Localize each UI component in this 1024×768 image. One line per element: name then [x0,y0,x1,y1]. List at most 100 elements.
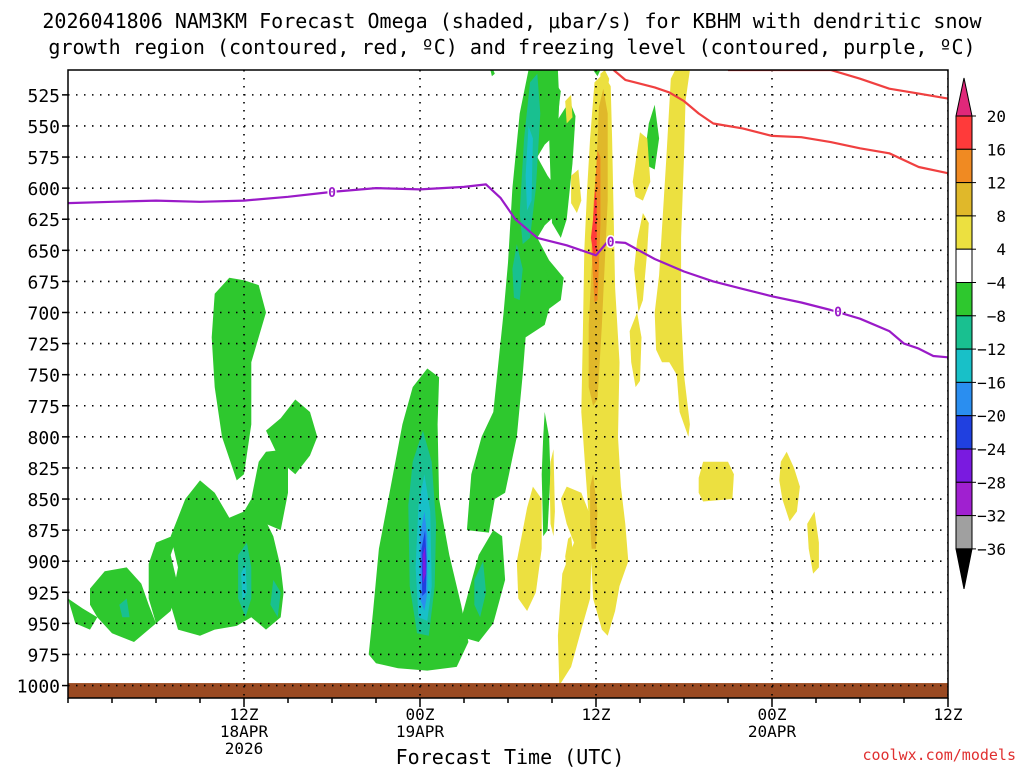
omega-region-36 [632,132,651,201]
contour-lines: 0 0 0 [68,70,948,359]
colorbar-bin-4 [955,248,973,283]
x-tick-label-18-0: 12Z [230,705,259,724]
colorbar: 20 16 12 8 4 −4 −8 −12 −16 −20 −24 −28 −32 −36 [955,77,1006,589]
colorbar-label-10: −24 [977,440,1006,459]
colorbar-label-4: 4 [996,240,1006,259]
y-tick-label-750: 750 [27,366,60,387]
omega-region-24 [270,579,281,618]
y-tick-label-525: 525 [27,86,60,107]
omega-region-44 [527,530,535,574]
y-tick-label-725: 725 [27,335,60,356]
colorbar-label-0: 20 [987,107,1006,126]
contour-label-2: 0 [834,305,842,320]
x-tick-label-30-1: 19APR [396,722,445,741]
omega-region-17 [540,262,548,288]
y-tick-label-850: 850 [27,490,60,511]
omega-region-10 [534,77,561,140]
y-tick-label-550: 550 [27,117,60,138]
colorbar-bin-6 [955,315,973,350]
colorbar-label-13: −36 [977,540,1006,559]
omega-region-12 [549,101,576,238]
y-tick-label-950: 950 [27,614,60,635]
chart-title-line1: 2026041806 NAM3KM Forecast Omega (shaded… [42,9,982,33]
y-tick-label-600: 600 [27,179,60,200]
colorbar-bin-8 [955,381,973,417]
colorbar-bin-10 [955,448,973,483]
omega-region-41 [571,169,582,213]
omega-region-9 [466,70,564,533]
colorbar-bin-5 [955,282,973,317]
colorbar-label-8: −16 [977,373,1006,392]
omega-region-35 [600,70,610,89]
colorbar-label-3: 8 [996,207,1006,226]
colorbar-bin-0 [955,115,973,150]
colorbar-top-arrow [955,77,973,117]
y-tick-label-975: 975 [27,645,60,666]
omega-region-4 [211,277,266,481]
y-tick-label-700: 700 [27,303,60,324]
omega-region-25 [119,598,130,618]
omega-region-21 [474,561,486,618]
y-tick-label-575: 575 [27,148,60,169]
y-tick-label-800: 800 [27,428,60,449]
y-tick-label-900: 900 [27,552,60,573]
colorbar-label-11: −28 [977,473,1006,492]
terrain-band [68,683,948,698]
y-tick-label-1000: 1000 [17,677,60,698]
y-tick-label-625: 625 [27,210,60,231]
omega-region-45 [698,461,734,502]
omega-region-40 [565,94,573,124]
omega-region-16 [593,70,601,77]
omega-region-22 [512,244,523,301]
colorbar-label-7: −12 [977,340,1006,359]
x-tick-label-18-1: 18APR [220,722,269,741]
omega-region-6 [266,399,318,475]
colorbar-bin-11 [955,481,973,517]
surface-terrain [68,683,948,698]
colorbar-bin-3 [955,215,973,250]
omega-region-0 [68,598,98,630]
omega-region-51 [590,474,598,549]
x-axis-label: Forecast Time (UTC) [396,745,625,768]
gridlines [68,70,948,698]
omega-region-38 [629,312,642,388]
omega-region-33 [565,536,576,605]
omega-region-31 [422,546,426,584]
omega-region-46 [779,451,800,522]
colorbar-label-1: 16 [987,140,1006,159]
omega-region-14 [541,412,551,537]
omega-region-37 [634,213,649,313]
colorbar-label-2: 12 [987,174,1006,193]
x-tick-label-66-0: 12Z [934,705,963,724]
contour-1 [612,70,948,175]
colorbar-label-6: −8 [987,307,1006,326]
colorbar-bin-1 [955,148,973,184]
omega-shading [68,70,819,686]
x-tick-label-54-0: 00Z [758,705,787,724]
omega-region-27 [525,126,533,211]
y-tick-label-825: 825 [27,459,60,480]
omega-region-11 [490,70,495,77]
colorbar-bottom-arrow [955,548,973,589]
colorbar-label-5: −4 [987,274,1006,293]
colorbar-bin-2 [955,182,973,217]
omega-region-32 [557,486,592,686]
colorbar-bin-12 [955,515,973,550]
y-tick-label-775: 775 [27,397,60,418]
x-tick-label-30-0: 00Z [406,705,435,724]
y-tick-label-675: 675 [27,272,60,293]
x-tick-label-42-0: 12Z [582,705,611,724]
chart-title-line2: growth region (contoured, red, ºC) and f… [48,35,975,59]
colorbar-bin-9 [955,415,973,450]
contour-label-0: 0 [328,186,336,201]
contour-0 [68,183,948,359]
colorbar-label-12: −32 [977,507,1006,526]
colorbar-label-9: −20 [977,407,1006,426]
y-axis: 525 550 575 600 625 650 675 700 725 750 775 800 825 8… [17,86,68,698]
y-tick-label-925: 925 [27,583,60,604]
colorbar-bin-7 [955,348,973,383]
y-tick-label-875: 875 [27,521,60,542]
omega-region-5 [251,449,288,531]
